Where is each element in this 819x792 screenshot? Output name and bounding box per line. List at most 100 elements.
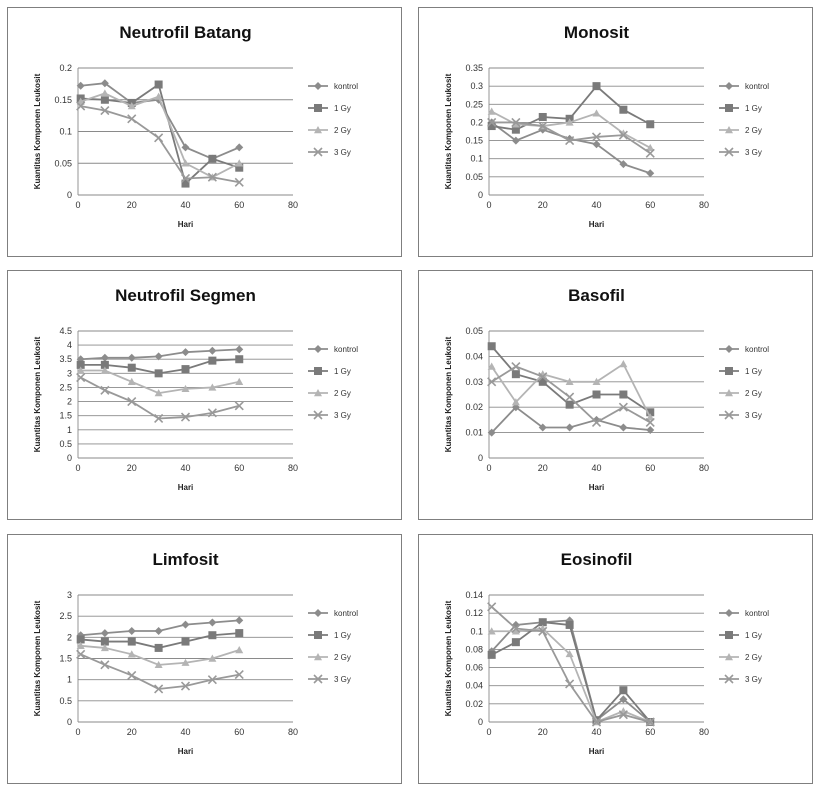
data-point bbox=[487, 377, 497, 387]
y-tick-label: 2 bbox=[67, 632, 72, 642]
data-point bbox=[487, 627, 496, 635]
y-tick-label: 1 bbox=[67, 425, 72, 435]
data-point bbox=[180, 412, 191, 422]
series-line bbox=[80, 92, 240, 179]
y-axis-label: Kuantitas Komponen Leukosit bbox=[444, 336, 453, 452]
data-point bbox=[619, 105, 628, 114]
y-tick-label: 0.05 bbox=[465, 172, 483, 182]
data-point bbox=[180, 681, 191, 691]
legend-label: kontrol bbox=[745, 82, 769, 91]
legend-item: 3 Gy bbox=[308, 410, 351, 420]
legend-marker bbox=[725, 104, 733, 112]
y-tick-label: 3 bbox=[67, 368, 72, 378]
data-point bbox=[154, 626, 163, 635]
legend-item: 2 Gy bbox=[308, 389, 351, 398]
legend-label: 3 Gy bbox=[334, 148, 351, 157]
chart-svg: Neutrofil Segmen 0 0.5 1 1.5 2 2.5 3 3.5 4 4.5 0 20 4… bbox=[33, 286, 358, 492]
chart-panel-5: Limfosit 0 0.5 1 1.5 2 2.5 3 0 20 40 60 80 Hari Kuanti… bbox=[7, 534, 402, 784]
x-axis-label: Hari bbox=[178, 220, 194, 229]
y-tick-label: 4 bbox=[67, 340, 72, 350]
series-line bbox=[80, 376, 240, 420]
data-point bbox=[538, 121, 548, 131]
data-point bbox=[127, 670, 137, 680]
series-4 bbox=[487, 361, 655, 428]
data-point bbox=[76, 355, 85, 364]
legend-label: 3 Gy bbox=[334, 411, 351, 420]
y-tick-label: 0.04 bbox=[465, 351, 483, 361]
data-point bbox=[127, 377, 136, 385]
chart-panel-6: Eosinofil 0 0.02 0.04 0.06 0.08 0.1 0.12 0.14 0 20… bbox=[418, 534, 813, 784]
data-point bbox=[565, 136, 575, 146]
x-tick-label: 20 bbox=[538, 463, 548, 473]
x-tick-label: 0 bbox=[486, 200, 491, 210]
chart-svg: Neutrofil Batang 0 0.05 0.1 0.15 0.2 0 20 40 60 80… bbox=[33, 23, 358, 229]
legend-label: 1 Gy bbox=[334, 631, 351, 640]
data-point bbox=[538, 377, 547, 386]
y-tick-label: 0.06 bbox=[465, 663, 483, 673]
legend-marker bbox=[724, 147, 734, 157]
legend-marker bbox=[314, 126, 322, 134]
data-point bbox=[592, 109, 601, 117]
data-point bbox=[646, 413, 655, 421]
x-tick-label: 40 bbox=[180, 727, 190, 737]
data-point bbox=[181, 179, 190, 188]
data-point bbox=[127, 102, 136, 110]
y-tick-label: 4.5 bbox=[59, 326, 72, 336]
y-tick-label: 2.5 bbox=[59, 611, 72, 621]
y-tick-label: 3.5 bbox=[59, 354, 72, 364]
data-point bbox=[646, 408, 655, 417]
data-point bbox=[234, 670, 244, 680]
data-point bbox=[487, 362, 496, 370]
legend-marker bbox=[725, 631, 733, 639]
legend-label: 1 Gy bbox=[745, 367, 762, 376]
data-point bbox=[100, 385, 110, 395]
data-point bbox=[208, 631, 217, 640]
legend-marker bbox=[314, 631, 322, 639]
series-2 bbox=[76, 629, 244, 652]
data-point bbox=[619, 686, 628, 695]
data-point bbox=[235, 163, 244, 172]
x-tick-label: 0 bbox=[75, 463, 80, 473]
data-point bbox=[208, 654, 217, 662]
chart-svg: Basofil 0 0.01 0.02 0.03 0.04 0.05 0 20 40 60 80 Har… bbox=[444, 286, 769, 492]
y-axis-label: Kuantitas Komponen Leukosit bbox=[444, 600, 453, 716]
x-tick-label: 80 bbox=[699, 727, 709, 737]
legend-item: 1 Gy bbox=[719, 104, 762, 113]
x-tick-label: 80 bbox=[288, 463, 298, 473]
data-point bbox=[208, 346, 217, 355]
series-1 bbox=[76, 616, 244, 640]
legend-item: 2 Gy bbox=[308, 653, 351, 662]
x-tick-label: 40 bbox=[180, 463, 190, 473]
legend-item: 2 Gy bbox=[719, 126, 762, 135]
data-point bbox=[100, 366, 109, 374]
legend-marker bbox=[724, 674, 734, 684]
legend-item: 1 Gy bbox=[719, 367, 762, 376]
legend-item: 2 Gy bbox=[719, 653, 762, 662]
data-point bbox=[619, 707, 628, 715]
x-tick-label: 20 bbox=[538, 727, 548, 737]
data-point bbox=[235, 345, 244, 354]
legend-item: 1 Gy bbox=[719, 631, 762, 640]
chart-panel-1: Neutrofil Batang 0 0.05 0.1 0.15 0.2 0 20 40 60 80… bbox=[7, 7, 402, 257]
x-tick-label: 60 bbox=[234, 463, 244, 473]
legend-label: 1 Gy bbox=[334, 104, 351, 113]
series-1 bbox=[76, 345, 244, 364]
legend-label: kontrol bbox=[745, 609, 769, 618]
data-point bbox=[565, 620, 574, 629]
y-tick-label: 0 bbox=[67, 453, 72, 463]
data-point bbox=[180, 173, 191, 184]
data-point bbox=[154, 80, 163, 89]
x-axis-label: Hari bbox=[589, 483, 605, 492]
data-point bbox=[591, 132, 602, 142]
series-2 bbox=[487, 342, 655, 417]
series-2 bbox=[76, 355, 244, 378]
data-point bbox=[235, 629, 244, 638]
data-point bbox=[646, 143, 655, 152]
legend-label: 2 Gy bbox=[745, 389, 762, 398]
data-point bbox=[592, 390, 601, 399]
series-3 bbox=[76, 366, 244, 397]
legend-item: 1 Gy bbox=[308, 631, 351, 640]
y-tick-label: 2.5 bbox=[59, 382, 72, 392]
legend-item: kontrol bbox=[308, 609, 358, 618]
legend-item: kontrol bbox=[308, 345, 358, 354]
